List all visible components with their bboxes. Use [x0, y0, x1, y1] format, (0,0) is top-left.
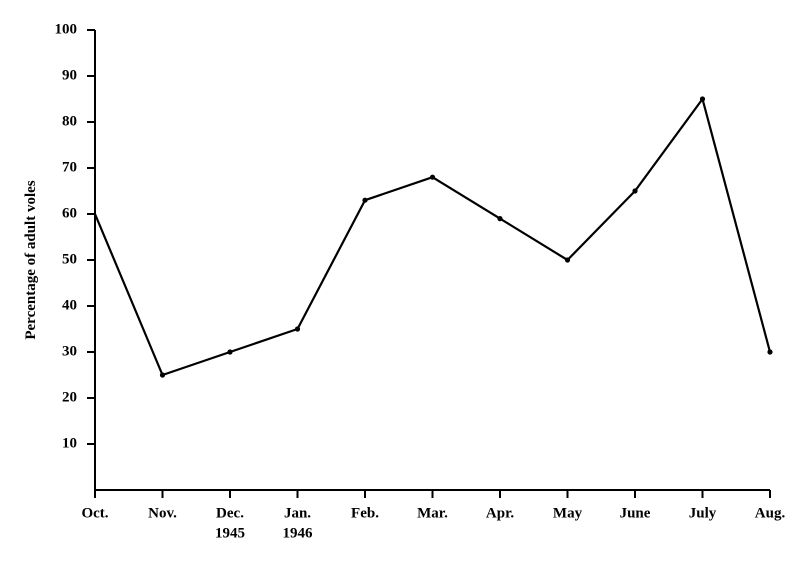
x-tick-label: Mar.: [417, 506, 448, 522]
series-marker: [565, 257, 570, 262]
y-tick-label: 40: [62, 297, 77, 313]
y-tick-label: 20: [62, 389, 77, 405]
series-marker: [295, 326, 300, 331]
y-tick-label: 100: [55, 21, 78, 37]
y-tick-label: 50: [62, 251, 77, 267]
x-tick-label: Oct.: [81, 506, 108, 522]
series-marker: [700, 96, 705, 101]
x-tick-label: Apr.: [486, 506, 514, 522]
x-tick-label: July: [689, 506, 717, 522]
series-marker: [497, 216, 502, 221]
x-subtick-label: 1946: [283, 526, 314, 542]
x-subtick-label: 1945: [215, 526, 245, 542]
y-tick-label: 80: [62, 113, 77, 129]
series-marker: [767, 349, 772, 354]
y-tick-label: 90: [62, 67, 77, 83]
x-tick-label: Dec.: [216, 506, 244, 522]
series-marker: [362, 198, 367, 203]
x-tick-label: Aug.: [755, 506, 786, 522]
y-tick-label: 60: [62, 205, 77, 221]
y-tick-label: 70: [62, 159, 77, 175]
x-tick-label: Feb.: [351, 506, 379, 522]
line-chart: 10 20 30 40 50 60 70 80 90 100 Percentage of adult…: [0, 0, 800, 570]
x-tick-label: June: [620, 506, 651, 522]
x-tick-label: Jan.: [284, 506, 311, 522]
x-tick-label: May: [553, 506, 583, 522]
x-tick-label: Nov.: [148, 506, 177, 522]
y-tick-label: 30: [62, 343, 77, 359]
series-line: [95, 99, 770, 375]
y-tick-label: 10: [62, 435, 77, 451]
series-marker: [160, 372, 165, 377]
chart-svg: 10 20 30 40 50 60 70 80 90 100 Percentage of adult…: [0, 0, 800, 570]
series-marker: [632, 188, 637, 193]
series-marker: [430, 175, 435, 180]
series-marker: [227, 349, 232, 354]
y-axis-title: Percentage of adult voles: [23, 180, 39, 339]
